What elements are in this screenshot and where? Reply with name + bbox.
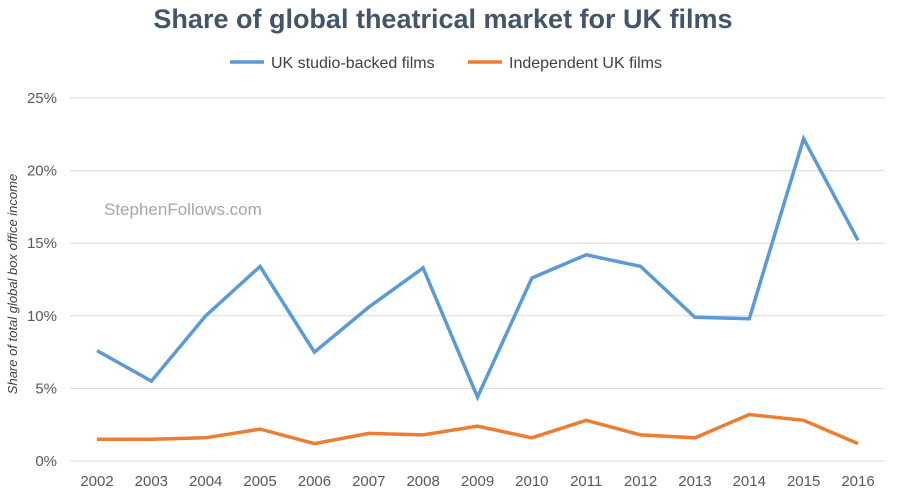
y-tick-label: 15% [27, 235, 57, 252]
x-tick-label: 2003 [135, 473, 168, 490]
watermark: StephenFollows.com [104, 200, 262, 219]
data-point [95, 349, 99, 353]
data-point [802, 137, 806, 141]
x-tick-label: 2005 [243, 473, 276, 490]
legend: UK studio-backed films Independent UK fil… [230, 55, 662, 72]
legend-item: UK studio-backed films [230, 55, 435, 72]
data-point [530, 436, 534, 440]
data-point [856, 442, 860, 446]
y-tick-label: 20% [27, 163, 57, 180]
data-point [693, 436, 697, 440]
data-point [258, 427, 262, 431]
x-tick-label: 2013 [678, 473, 711, 490]
data-point [693, 315, 697, 319]
data-point [204, 314, 208, 318]
x-tick-label: 2006 [298, 473, 331, 490]
data-point [367, 431, 371, 435]
y-axis-ticks: 0% 5% 10% 15% 20% 25% [27, 90, 57, 470]
y-axis-label: Share of total global box office income [5, 174, 20, 394]
data-point [421, 266, 425, 270]
series-2 [95, 412, 860, 446]
series-lines [95, 134, 860, 446]
data-point [856, 238, 860, 242]
x-tick-label: 2008 [406, 473, 439, 490]
x-tick-label: 2009 [461, 473, 494, 490]
data-point [258, 264, 262, 268]
x-tick-label: 2014 [733, 473, 766, 490]
series-1 [95, 134, 860, 402]
data-point [530, 276, 534, 280]
data-point [802, 418, 806, 422]
legend-item: Independent UK films [468, 55, 662, 72]
x-tick-label: 2011 [570, 473, 602, 490]
x-tick-label: 2016 [841, 473, 874, 490]
x-tick-label: 2010 [515, 473, 548, 490]
data-point [149, 379, 153, 383]
legend-label: UK studio-backed films [271, 55, 435, 72]
y-tick-label: 0% [35, 453, 57, 470]
data-point [639, 433, 643, 437]
data-point [747, 317, 751, 321]
x-tick-label: 2015 [787, 473, 820, 490]
data-point [584, 418, 588, 422]
series-line [96, 134, 860, 402]
data-point [584, 253, 588, 257]
data-point [476, 395, 480, 399]
data-point [312, 442, 316, 446]
legend-label: Independent UK films [509, 55, 662, 72]
series-line [97, 412, 859, 446]
x-tick-label: 2002 [80, 473, 113, 490]
chart-title: Share of global theatrical market for UK… [153, 4, 732, 34]
y-tick-label: 25% [27, 90, 57, 107]
data-point [149, 437, 153, 441]
data-point [421, 433, 425, 437]
data-point [639, 264, 643, 268]
x-tick-label: 2007 [352, 473, 385, 490]
data-point [312, 350, 316, 354]
x-tick-label: 2004 [189, 473, 222, 490]
x-axis-ticks: 2002 2003 2004 2005 2006 2007 2008 2009 2010 2011… [80, 473, 874, 490]
data-point [747, 413, 751, 417]
data-point [204, 436, 208, 440]
y-tick-label: 5% [35, 380, 57, 397]
data-point [367, 305, 371, 309]
x-tick-label: 2012 [624, 473, 657, 490]
data-point [95, 437, 99, 441]
data-point [476, 424, 480, 428]
y-tick-label: 10% [27, 308, 57, 325]
